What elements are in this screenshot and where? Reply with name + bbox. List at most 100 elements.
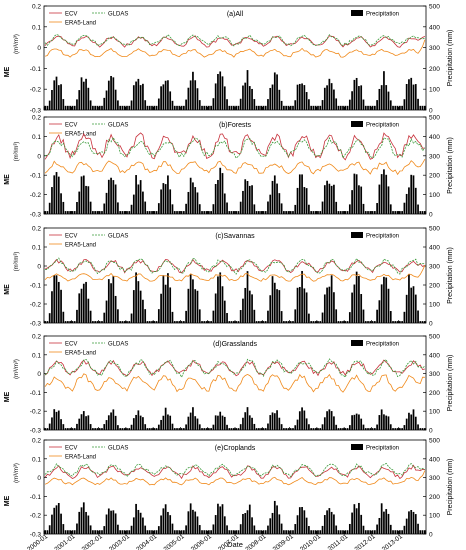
precip-bar — [348, 312, 351, 323]
left-tick-label: -0.2 — [30, 87, 42, 94]
precip-bar — [196, 192, 199, 214]
precip-bar — [85, 185, 87, 214]
precip-bar — [330, 511, 333, 534]
precip-bar — [251, 517, 253, 534]
precip-bar — [258, 530, 260, 534]
panel-3: 0.2 0.1 0 -0.1 -0.2 -0.3 500 400 300 200 100 0 ME (m³… — [4, 226, 454, 328]
x-tick-label: 2013-01 — [381, 533, 404, 550]
legend-ecv-label: ECV — [65, 341, 77, 347]
precip-bar — [98, 321, 101, 323]
series-line-era5-land — [44, 373, 425, 393]
precip-bar — [258, 105, 260, 110]
precip-bar — [105, 514, 108, 534]
precip-bar — [210, 105, 212, 110]
series-line-gldas — [44, 34, 426, 47]
precip-bar — [255, 530, 258, 534]
precip-bar — [155, 321, 158, 323]
precip-bar — [198, 204, 201, 214]
precip-bar — [292, 530, 294, 534]
precip-bar — [310, 530, 313, 534]
precip-bar — [378, 88, 381, 110]
precip-bar — [303, 85, 306, 110]
precip-bar — [176, 105, 178, 110]
precip-bar — [78, 511, 81, 534]
precip-bar — [89, 100, 92, 110]
precip-bar — [337, 105, 340, 110]
precip-bar — [255, 105, 258, 110]
precip-bar — [85, 511, 87, 534]
precip-bar — [278, 193, 281, 214]
precip-bar — [203, 530, 206, 534]
precip-bar — [326, 287, 328, 323]
precip-bar — [171, 523, 174, 534]
precip-bar — [269, 415, 272, 430]
precip-bar — [57, 410, 60, 430]
precip-bar — [323, 185, 326, 214]
precip-bar — [57, 503, 60, 534]
precip-bar — [376, 100, 378, 110]
precip-bar — [105, 90, 108, 110]
precip-bar — [223, 193, 226, 214]
precip-bar — [135, 272, 137, 323]
precip-bar — [383, 71, 385, 110]
precip-bar — [271, 512, 274, 534]
precip-bar — [423, 428, 426, 430]
precip-bar — [298, 174, 301, 214]
precip-bar — [333, 292, 335, 323]
precip-bar — [276, 505, 278, 534]
precip-bar — [410, 509, 413, 534]
precip-bar — [303, 510, 306, 534]
right-tick-label: 0 — [429, 428, 433, 435]
precip-bar — [101, 105, 103, 110]
precip-bar — [355, 174, 358, 214]
precip-bar — [303, 187, 306, 214]
precip-bar — [317, 428, 319, 430]
left-tick-label: -0.3 — [30, 428, 42, 435]
precip-bar — [146, 105, 149, 110]
precip-bar — [289, 530, 292, 534]
precip-bar — [103, 203, 106, 214]
precip-bar — [305, 188, 308, 214]
precip-bar — [392, 530, 394, 534]
precip-bar — [317, 321, 319, 323]
right-tick-label: 0 — [429, 321, 433, 328]
left-tick-label: -0.2 — [30, 192, 42, 199]
left-tick-label: 0 — [37, 153, 41, 160]
precip-bar — [235, 321, 238, 323]
precip-bar — [353, 414, 356, 430]
precip-bar — [398, 105, 401, 110]
precip-bar — [358, 502, 360, 534]
precip-bar — [89, 201, 92, 214]
precip-bar — [387, 513, 390, 534]
precip-bar — [130, 313, 133, 323]
precip-bar — [260, 530, 263, 534]
precip-bar — [394, 428, 397, 430]
precip-bar — [94, 105, 97, 110]
precip-bar — [371, 105, 374, 110]
left-tick-label: 0 — [37, 45, 41, 52]
precip-bar — [378, 300, 381, 323]
precip-bar — [237, 321, 240, 323]
precip-bar — [64, 321, 67, 323]
precip-bar — [92, 428, 94, 430]
panel-title: (e)Croplands — [215, 445, 256, 452]
x-tick-label: 2001-01 — [53, 533, 76, 550]
precip-bar — [271, 180, 274, 214]
precip-bar — [287, 321, 290, 323]
precip-bar — [239, 98, 242, 110]
right-tick-label: 200 — [429, 173, 440, 180]
precip-bar — [76, 201, 78, 214]
precip-bar — [48, 100, 51, 110]
precip-bar — [135, 81, 137, 110]
precip-bar — [214, 293, 217, 323]
precip-bar — [123, 321, 126, 323]
precip-bar — [248, 290, 251, 323]
precip-bar — [162, 508, 165, 534]
precip-bar — [371, 530, 374, 534]
precip-bar — [148, 105, 151, 110]
precip-bar — [267, 423, 269, 430]
plot-frame — [43, 5, 427, 111]
precip-bar — [132, 517, 135, 534]
precip-bar — [273, 282, 276, 323]
